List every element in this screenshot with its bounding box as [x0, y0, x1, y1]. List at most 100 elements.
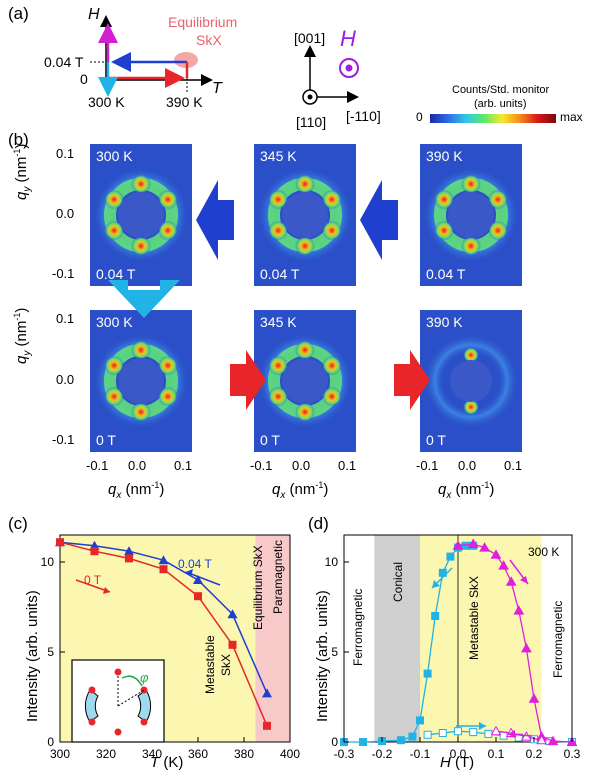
- beam-stop: [282, 192, 328, 238]
- xtick-m2-a: -0.1: [250, 458, 273, 473]
- region-label-metastable: Metastable SkX: [467, 576, 481, 660]
- data-point: [498, 560, 509, 570]
- sans-map: 390 K 0 T: [420, 310, 522, 452]
- field-004-label: 0.04 T: [44, 54, 84, 70]
- data-point: [359, 738, 367, 746]
- series-label-004: 0.04 T: [178, 557, 212, 571]
- beam-stop: [118, 358, 164, 404]
- h-symbol: H: [340, 26, 356, 51]
- bragg-peak: [131, 340, 151, 360]
- diffraction-pattern: [423, 333, 519, 429]
- equilibrium-skx-region: [174, 52, 198, 68]
- skx-label: SkX: [196, 32, 222, 48]
- beam-stop: [282, 358, 328, 404]
- x-tick-label: 0.3: [564, 747, 581, 761]
- bragg-peak: [157, 220, 178, 241]
- diffraction-pattern: [93, 167, 189, 263]
- data-point: [514, 733, 523, 742]
- beam-stop: [448, 192, 494, 238]
- data-point: [408, 732, 417, 741]
- map-field: 0.04 T: [426, 266, 466, 282]
- xlabel-map-2: qx (nm-1): [272, 480, 329, 501]
- bragg-peak: [131, 174, 151, 194]
- data-point: [90, 547, 99, 556]
- blue-arrow-1: [196, 180, 234, 260]
- temperature-label: 300 K: [528, 545, 559, 559]
- bragg-peak: [104, 189, 125, 210]
- bragg-peak: [295, 236, 315, 256]
- ytick-top-1: 0.0: [56, 206, 75, 221]
- bragg-peak: [268, 386, 289, 407]
- xtick-m1-a: -0.1: [86, 458, 109, 473]
- bragg-peak: [487, 220, 508, 241]
- x-tick-label: 380: [234, 747, 254, 761]
- bragg-peak: [104, 386, 125, 407]
- data-point: [536, 734, 547, 745]
- xtick-m3-a: -0.1: [416, 458, 439, 473]
- inset-angle-arrow: [121, 675, 143, 687]
- data-point: [158, 555, 169, 565]
- data-point: [124, 546, 134, 556]
- inset-peak: [114, 668, 122, 676]
- map-temp: 345 K: [260, 148, 297, 164]
- y-tick-label: 0: [47, 735, 54, 749]
- bragg-peak: [434, 189, 455, 210]
- chart-d-xlabel: H (T): [440, 754, 475, 771]
- colorbar-min: 0: [416, 110, 423, 124]
- data-point: [159, 565, 168, 574]
- xtick-m2-c: 0.1: [338, 458, 357, 473]
- bragg-peak: [268, 189, 289, 210]
- map-temp: 390 K: [426, 148, 463, 164]
- data-point: [397, 736, 405, 745]
- bragg-peak: [104, 355, 125, 376]
- inset-peak: [140, 686, 148, 694]
- equilibrium-region: [255, 535, 290, 742]
- bragg-peak: [157, 355, 178, 376]
- bragg-peak: [321, 220, 342, 241]
- data-point: [227, 609, 238, 619]
- data-point: [446, 552, 455, 561]
- axis-t-label: T: [212, 80, 222, 97]
- bragg-peak: [131, 236, 151, 256]
- bragg-peak: [463, 347, 479, 363]
- beam-stop: [450, 360, 492, 402]
- trend-arrow-head: [520, 576, 528, 584]
- data-point: [490, 725, 502, 736]
- panel-c-label: (c): [8, 514, 28, 533]
- trend-arrow-head: [186, 569, 193, 577]
- trend-arrow-head: [479, 722, 486, 730]
- colorbar-units: (arb. units): [474, 98, 527, 110]
- y-tick-label: 10: [325, 555, 339, 569]
- dir-110-label: [110]: [296, 114, 327, 130]
- data-point: [490, 549, 502, 559]
- xtick-m1-b: 0.0: [128, 458, 147, 473]
- bragg-peak: [321, 386, 342, 407]
- x-tick-label: 340: [142, 747, 162, 761]
- data-point: [228, 640, 237, 649]
- phase-diagram-schematic: [90, 15, 213, 97]
- data-point: [513, 605, 525, 615]
- sans-map: 345 K 0.04 T: [254, 144, 356, 286]
- colorbar-max: max: [560, 110, 583, 124]
- bragg-peak: [461, 174, 481, 194]
- map-field: 0.04 T: [260, 266, 300, 282]
- data-point: [262, 688, 272, 698]
- bragg-peak: [463, 399, 479, 415]
- panel-d-label: (d): [308, 514, 329, 533]
- bragg-peak: [295, 174, 315, 194]
- diffraction-pattern: [93, 333, 189, 429]
- data-point: [479, 542, 490, 552]
- map-field: 0 T: [426, 432, 446, 448]
- bragg-peak: [131, 402, 151, 422]
- x-tick-label: 0.1: [488, 747, 505, 761]
- sans-map: 390 K 0.04 T: [420, 144, 522, 286]
- ytick-top-0: 0.1: [56, 146, 75, 161]
- data-point: [438, 729, 447, 737]
- diffraction-pattern: [257, 167, 353, 263]
- panel-a-label: (a): [8, 4, 29, 23]
- x-tick-label: 0.0: [450, 747, 467, 761]
- data-point: [528, 693, 540, 703]
- sans-map: 300 K 0.04 T: [90, 144, 192, 286]
